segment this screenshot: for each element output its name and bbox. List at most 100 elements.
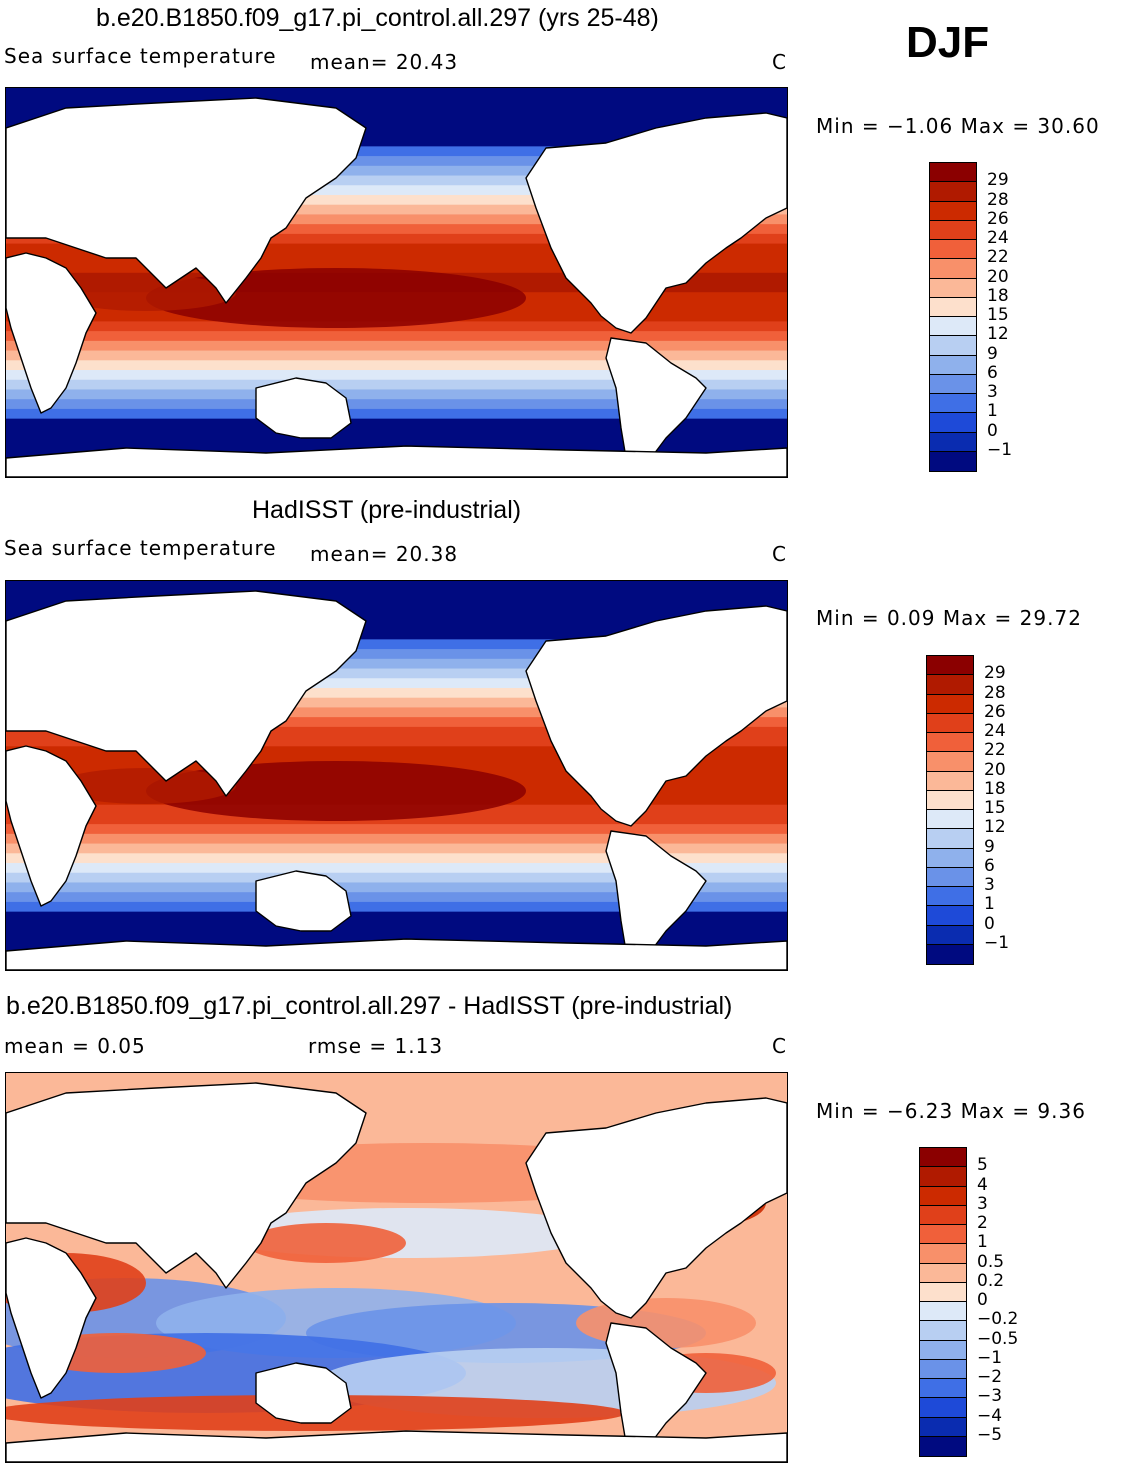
colorbar-swatch	[927, 925, 973, 945]
colorbar-tick-label: 22	[984, 740, 1006, 761]
colorbar-tick-label: 6	[984, 855, 995, 876]
colorbar-swatch	[927, 887, 973, 907]
colorbar-tick-label: 28	[984, 682, 1006, 703]
colorbar-swatch	[930, 451, 976, 471]
colorbar-tick-label: −0.5	[977, 1328, 1019, 1349]
colorbar-tick-label: −0.2	[977, 1309, 1019, 1330]
colorbar-swatch	[920, 1359, 966, 1379]
colorbar-swatch	[927, 829, 973, 849]
panel2-colorbar	[926, 655, 974, 965]
colorbar-swatch	[930, 201, 976, 221]
colorbar-swatch	[920, 1321, 966, 1341]
colorbar-tick-label: 0	[984, 913, 995, 934]
colorbar-swatch	[927, 906, 973, 926]
colorbar-swatch	[930, 374, 976, 394]
colorbar-swatch	[920, 1225, 966, 1245]
colorbar-swatch	[927, 675, 973, 695]
colorbar-tick-label: 9	[987, 343, 998, 364]
colorbar-tick-label: 28	[987, 189, 1009, 210]
colorbar-tick-label: 1	[987, 401, 998, 422]
panel2-map	[5, 580, 788, 971]
panel3-rmse: rmse = 1.13	[308, 1034, 444, 1058]
colorbar-swatch	[930, 336, 976, 356]
colorbar-tick-label: −1	[987, 439, 1013, 460]
colorbar-tick-label: 12	[984, 817, 1006, 838]
colorbar-tick-label: 18	[984, 778, 1006, 799]
colorbar-swatch	[927, 848, 973, 868]
colorbar-tick-label: 0	[977, 1290, 988, 1310]
panel1-title: b.e20.B1850.f09_g17.pi_control.all.297 (…	[96, 4, 659, 32]
colorbar-swatch	[920, 1167, 966, 1187]
colorbar-tick-label: 2	[977, 1213, 988, 1233]
colorbar-tick-label: −3	[977, 1386, 1003, 1407]
colorbar-tick-label: 6	[987, 362, 998, 383]
colorbar-swatch	[927, 752, 973, 772]
colorbar-swatch	[930, 240, 976, 260]
colorbar-swatch	[920, 1205, 966, 1225]
panel1-units: C	[772, 50, 787, 74]
colorbar-swatch	[927, 771, 973, 791]
panel3-minmax: Min = −6.23 Max = 9.36	[816, 1099, 1086, 1123]
colorbar-swatch	[927, 944, 973, 964]
colorbar-tick-label: 0	[987, 420, 998, 441]
colorbar-tick-label: −1	[977, 1347, 1003, 1368]
colorbar-swatch	[920, 1436, 966, 1456]
panel3-mean: mean = 0.05	[4, 1034, 146, 1058]
colorbar-tick-label: 20	[984, 759, 1006, 780]
colorbar-tick-label: 1	[984, 894, 995, 915]
colorbar-tick-label: 15	[984, 798, 1006, 818]
colorbar-swatch	[927, 790, 973, 810]
colorbar-swatch	[930, 163, 976, 183]
colorbar-swatch	[930, 413, 976, 433]
colorbar-swatch	[930, 317, 976, 337]
colorbar-swatch	[927, 656, 973, 676]
colorbar-tick-label: 24	[987, 228, 1009, 248]
colorbar-swatch	[930, 432, 976, 452]
colorbar-tick-label: 9	[984, 836, 995, 857]
colorbar-swatch	[920, 1186, 966, 1206]
colorbar-tick-label: 5	[977, 1155, 988, 1176]
panel3-units: C	[772, 1034, 787, 1058]
panel2-units: C	[772, 542, 787, 566]
colorbar-swatch	[920, 1398, 966, 1418]
colorbar-swatch	[930, 394, 976, 414]
colorbar-tick-label: 26	[984, 701, 1006, 722]
colorbar-swatch	[930, 278, 976, 298]
colorbar-swatch	[930, 182, 976, 202]
colorbar-tick-label: 3	[977, 1193, 988, 1214]
colorbar-swatch	[930, 259, 976, 279]
panel1-map	[5, 87, 788, 478]
panel1-colorbar	[929, 162, 977, 472]
colorbar-tick-label: 0.2	[977, 1270, 1005, 1291]
season-label: DJF	[906, 18, 990, 67]
panel1-mean: mean= 20.43	[310, 50, 459, 74]
colorbar-swatch	[920, 1282, 966, 1302]
colorbar-swatch	[920, 1302, 966, 1322]
colorbar-tick-label: 20	[987, 266, 1009, 287]
colorbar-swatch	[927, 694, 973, 714]
colorbar-tick-label: 1	[977, 1232, 988, 1253]
colorbar-tick-label: 15	[987, 305, 1009, 325]
panel1-minmax: Min = −1.06 Max = 30.60	[816, 114, 1100, 138]
colorbar-swatch	[927, 713, 973, 733]
panel1-variable-label: Sea surface temperature	[4, 44, 277, 68]
colorbar-tick-label: 29	[984, 663, 1006, 684]
colorbar-swatch	[920, 1263, 966, 1283]
colorbar-tick-label: 24	[984, 721, 1006, 741]
colorbar-tick-label: 4	[977, 1174, 988, 1195]
colorbar-tick-label: 26	[987, 208, 1009, 229]
panel2-title: HadISST (pre-industrial)	[252, 496, 522, 524]
colorbar-tick-label: 0.5	[977, 1251, 1005, 1272]
panel2-variable-label: Sea surface temperature	[4, 536, 277, 560]
colorbar-tick-label: 12	[987, 324, 1009, 345]
colorbar-tick-label: 3	[987, 382, 998, 402]
colorbar-tick-label: 29	[987, 170, 1009, 191]
panel3-map	[5, 1072, 788, 1463]
panel2-minmax: Min = 0.09 Max = 29.72	[816, 606, 1082, 630]
colorbar-tick-label: −1	[984, 932, 1010, 953]
colorbar-swatch	[927, 810, 973, 830]
colorbar-swatch	[920, 1417, 966, 1437]
colorbar-tick-label: −2	[977, 1367, 1003, 1387]
colorbar-swatch	[930, 220, 976, 240]
colorbar-tick-label: 3	[984, 875, 995, 895]
